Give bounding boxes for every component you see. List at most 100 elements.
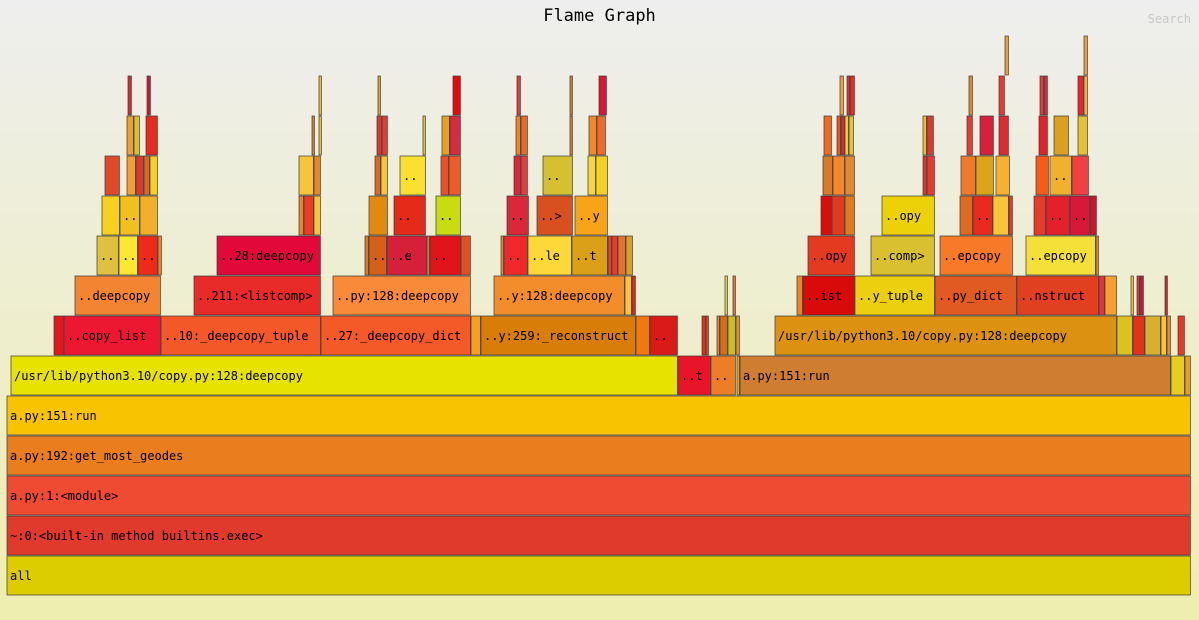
flame-frame[interactable] xyxy=(374,155,381,196)
flame-frame-rect[interactable] xyxy=(716,315,720,356)
flame-frame[interactable] xyxy=(520,155,528,196)
flame-frame[interactable] xyxy=(1177,315,1185,356)
flame-frame-rect[interactable] xyxy=(520,155,528,196)
flame-frame-rect[interactable] xyxy=(1069,195,1090,236)
flame-frame-rect[interactable] xyxy=(934,275,1017,316)
flame-frame[interactable]: ..> xyxy=(536,195,573,236)
flame-frame-rect[interactable] xyxy=(364,235,369,276)
flame-frame-rect[interactable] xyxy=(598,75,607,116)
flame-frame[interactable] xyxy=(381,115,388,156)
flame-frame[interactable]: ..epcopy xyxy=(1025,235,1096,276)
flame-frame[interactable] xyxy=(1184,355,1191,396)
flame-frame-rect[interactable] xyxy=(719,315,728,356)
flame-frame[interactable] xyxy=(500,235,504,276)
flame-frame-rect[interactable] xyxy=(1008,195,1013,236)
flame-frame[interactable] xyxy=(823,115,832,156)
flame-frame-rect[interactable] xyxy=(832,155,845,196)
flame-frame[interactable] xyxy=(796,275,803,316)
flame-frame-rect[interactable] xyxy=(854,275,935,316)
flame-frame-rect[interactable] xyxy=(303,195,314,236)
flame-frame[interactable] xyxy=(822,155,833,196)
flame-frame-rect[interactable] xyxy=(922,115,927,156)
flame-frame-rect[interactable] xyxy=(1095,235,1099,276)
flame-frame[interactable] xyxy=(126,155,136,196)
flame-frame-rect[interactable] xyxy=(635,315,650,356)
flame-frame[interactable] xyxy=(705,315,709,356)
flame-frame[interactable] xyxy=(1104,275,1117,316)
flame-frame[interactable] xyxy=(1130,275,1134,316)
flame-frame-rect[interactable] xyxy=(649,315,678,356)
flame-frame[interactable] xyxy=(840,115,845,156)
flame-frame-rect[interactable] xyxy=(611,235,618,276)
flame-frame-rect[interactable] xyxy=(822,155,833,196)
flame-frame-rect[interactable] xyxy=(216,235,321,276)
flame-frame[interactable]: .. xyxy=(1069,195,1090,236)
flame-frame-rect[interactable] xyxy=(849,75,855,116)
flame-frame-rect[interactable] xyxy=(1166,315,1171,356)
flame-frame[interactable]: ..10:_deepcopy_tuple xyxy=(160,315,321,356)
flame-frame[interactable] xyxy=(922,115,927,156)
flame-frame-rect[interactable] xyxy=(844,115,849,156)
flame-frame[interactable] xyxy=(460,235,471,276)
flame-frame[interactable]: ..y:259:_reconstruct xyxy=(480,315,636,356)
flame-frame-rect[interactable] xyxy=(1144,315,1161,356)
flame-frame-rect[interactable] xyxy=(493,275,625,316)
flame-frame-rect[interactable] xyxy=(1043,75,1048,116)
flame-frame-rect[interactable] xyxy=(1170,355,1185,396)
flame-frame[interactable]: ..y xyxy=(574,195,608,236)
flame-frame-rect[interactable] xyxy=(135,155,144,196)
flame-frame[interactable]: ..nstruct xyxy=(1016,275,1099,316)
flame-frame[interactable] xyxy=(844,195,855,236)
flame-frame-rect[interactable] xyxy=(1132,315,1145,356)
flame-frame-rect[interactable] xyxy=(399,155,426,196)
flame-frame[interactable] xyxy=(157,235,162,276)
flame-frame-rect[interactable] xyxy=(625,235,633,276)
flame-frame[interactable] xyxy=(470,315,481,356)
flame-frame-rect[interactable] xyxy=(846,75,850,116)
flame-frame[interactable] xyxy=(1077,75,1084,116)
flame-frame-rect[interactable] xyxy=(320,315,471,356)
flame-frame-rect[interactable] xyxy=(1083,35,1088,76)
flame-frame-rect[interactable] xyxy=(724,275,728,316)
flame-frame-rect[interactable] xyxy=(298,155,314,196)
flame-frame-rect[interactable] xyxy=(1130,275,1134,316)
flame-frame-rect[interactable] xyxy=(677,355,711,396)
flame-frame[interactable] xyxy=(139,195,158,236)
flame-frame-rect[interactable] xyxy=(500,235,504,276)
flame-frame-rect[interactable] xyxy=(311,115,315,156)
flame-frame-rect[interactable] xyxy=(569,115,573,156)
flame-frame[interactable] xyxy=(839,75,844,116)
flame-frame[interactable] xyxy=(831,195,845,236)
flame-frame[interactable] xyxy=(1095,235,1099,276)
flame-frame-rect[interactable] xyxy=(137,235,158,276)
flame-frame[interactable] xyxy=(719,315,728,356)
flame-frame[interactable] xyxy=(844,155,855,196)
flame-frame[interactable]: .. xyxy=(368,235,387,276)
flame-frame[interactable] xyxy=(311,115,315,156)
flame-frame-rect[interactable] xyxy=(452,75,461,116)
flame-frame[interactable]: ..t xyxy=(571,235,608,276)
flame-frame[interactable]: a.py:192:get_most_geodes xyxy=(6,435,1191,476)
flame-frame[interactable] xyxy=(727,315,736,356)
flame-frame-rect[interactable] xyxy=(802,275,855,316)
flame-frame[interactable]: ..le xyxy=(527,235,572,276)
flame-frame[interactable] xyxy=(520,115,528,156)
flame-frame[interactable] xyxy=(1136,275,1140,316)
flame-frame-rect[interactable] xyxy=(470,315,481,356)
flame-frame-rect[interactable] xyxy=(831,195,845,236)
flame-frame-rect[interactable] xyxy=(376,115,382,156)
flame-frame-rect[interactable] xyxy=(6,395,1191,436)
flame-frame-rect[interactable] xyxy=(1184,355,1191,396)
flame-frame-rect[interactable] xyxy=(1016,275,1099,316)
flame-frame[interactable] xyxy=(376,115,382,156)
flame-frame[interactable]: .. xyxy=(710,355,736,396)
flame-frame[interactable] xyxy=(1170,355,1185,396)
flame-frame[interactable] xyxy=(844,115,849,156)
flame-frame-rect[interactable] xyxy=(774,315,1117,356)
flame-frame[interactable] xyxy=(126,115,134,156)
flame-frame-rect[interactable] xyxy=(596,115,606,156)
flame-frame-rect[interactable] xyxy=(881,195,935,236)
flame-frame-rect[interactable] xyxy=(922,155,927,196)
flame-frame-rect[interactable] xyxy=(1160,315,1167,356)
flame-frame[interactable]: .. xyxy=(435,195,461,236)
